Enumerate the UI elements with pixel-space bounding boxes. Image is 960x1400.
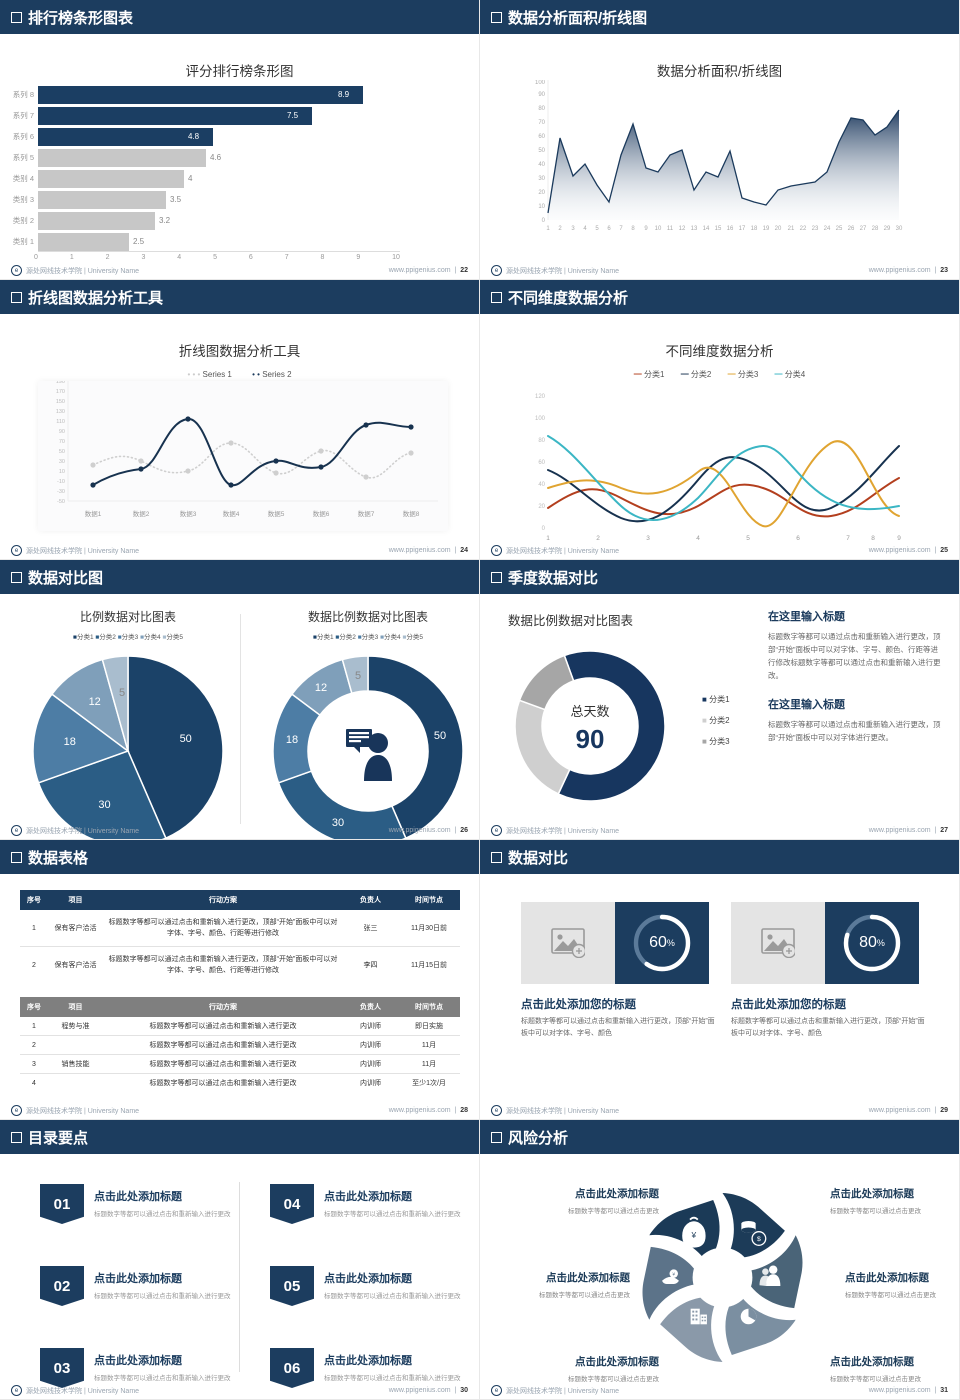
svg-text:100: 100	[535, 80, 546, 86]
svg-text:50: 50	[180, 733, 192, 745]
svg-text:80: 80	[538, 438, 545, 444]
svg-text:2: 2	[596, 535, 600, 542]
svg-text:24: 24	[824, 226, 831, 232]
svg-text:22: 22	[800, 226, 807, 232]
svg-text:5: 5	[595, 226, 599, 232]
svg-text:5: 5	[119, 687, 125, 699]
svg-text:20: 20	[538, 190, 545, 196]
svg-text:2: 2	[558, 226, 562, 232]
svg-text:4: 4	[696, 535, 700, 542]
svg-text:30: 30	[98, 799, 110, 811]
svg-text:0: 0	[542, 218, 546, 224]
svg-text:13: 13	[691, 226, 698, 232]
svg-text:7: 7	[846, 535, 850, 542]
svg-text:7: 7	[619, 226, 623, 232]
svg-text:9: 9	[644, 226, 648, 232]
svg-text:数据7: 数据7	[358, 509, 375, 518]
svg-text:150: 150	[56, 399, 65, 405]
svg-text:15: 15	[715, 226, 722, 232]
svg-text:90: 90	[538, 92, 545, 98]
svg-text:5: 5	[746, 535, 750, 542]
svg-text:9: 9	[897, 535, 901, 542]
svg-text:12: 12	[89, 696, 101, 708]
svg-text:27: 27	[860, 226, 867, 232]
svg-text:30: 30	[59, 459, 65, 465]
svg-text:3: 3	[571, 226, 575, 232]
svg-text:40: 40	[538, 482, 545, 488]
svg-text:29: 29	[884, 226, 891, 232]
svg-text:数据4: 数据4	[223, 509, 240, 518]
svg-text:25: 25	[836, 226, 843, 232]
svg-text:23: 23	[812, 226, 819, 232]
svg-text:数据6: 数据6	[313, 509, 330, 518]
svg-text:6: 6	[607, 226, 611, 232]
svg-text:10: 10	[655, 226, 662, 232]
svg-text:70: 70	[538, 120, 545, 126]
svg-text:1: 1	[546, 226, 550, 232]
svg-text:90: 90	[576, 724, 605, 754]
svg-text:1: 1	[546, 535, 550, 542]
svg-text:20: 20	[538, 504, 545, 510]
svg-text:30: 30	[896, 226, 903, 232]
svg-text:14: 14	[703, 226, 710, 232]
svg-text:30: 30	[538, 176, 545, 182]
svg-text:数据2: 数据2	[133, 509, 150, 518]
svg-text:60: 60	[538, 460, 545, 466]
svg-text:-10: -10	[57, 479, 65, 485]
svg-text:数据5: 数据5	[268, 509, 285, 518]
svg-text:16: 16	[727, 226, 734, 232]
svg-text:26: 26	[848, 226, 855, 232]
svg-text:数据8: 数据8	[403, 509, 420, 518]
svg-text:8: 8	[631, 226, 635, 232]
svg-text:12: 12	[315, 682, 327, 694]
svg-text:50: 50	[434, 730, 446, 742]
svg-text:70: 70	[59, 439, 65, 445]
svg-text:18: 18	[751, 226, 758, 232]
svg-text:8: 8	[871, 535, 875, 542]
svg-text:-50: -50	[57, 499, 65, 505]
svg-text:总天数: 总天数	[570, 704, 609, 719]
svg-text:$: $	[757, 1236, 761, 1243]
svg-text:170: 170	[56, 389, 65, 395]
svg-text:17: 17	[739, 226, 746, 232]
svg-text:100: 100	[535, 416, 546, 422]
svg-text:12: 12	[679, 226, 686, 232]
svg-text:10: 10	[59, 469, 65, 475]
svg-text:¥: ¥	[691, 1230, 697, 1240]
svg-text:6: 6	[796, 535, 800, 542]
svg-text:4: 4	[583, 226, 587, 232]
svg-text:20: 20	[775, 226, 782, 232]
svg-text:¥: ¥	[672, 1272, 675, 1278]
svg-text:40: 40	[538, 162, 545, 168]
svg-text:数据1: 数据1	[85, 509, 102, 518]
svg-text:11: 11	[667, 226, 674, 232]
svg-text:3: 3	[646, 535, 650, 542]
svg-text:190: 190	[56, 381, 65, 385]
svg-text:120: 120	[535, 394, 546, 400]
svg-text:18: 18	[64, 736, 76, 748]
svg-text:80: 80	[538, 106, 545, 112]
svg-text:21: 21	[788, 226, 795, 232]
svg-text:-30: -30	[57, 489, 65, 495]
svg-text:18: 18	[286, 734, 298, 746]
svg-text:50: 50	[538, 148, 545, 154]
svg-text:数据3: 数据3	[180, 509, 197, 518]
svg-text:10: 10	[538, 204, 545, 210]
svg-text:130: 130	[56, 409, 65, 415]
svg-text:5: 5	[355, 670, 361, 682]
svg-text:60: 60	[538, 134, 545, 140]
svg-text:19: 19	[763, 226, 770, 232]
svg-text:28: 28	[872, 226, 879, 232]
svg-text:110: 110	[56, 419, 65, 425]
svg-text:50: 50	[59, 449, 65, 455]
svg-text:0: 0	[542, 526, 546, 532]
svg-text:90: 90	[59, 429, 65, 435]
